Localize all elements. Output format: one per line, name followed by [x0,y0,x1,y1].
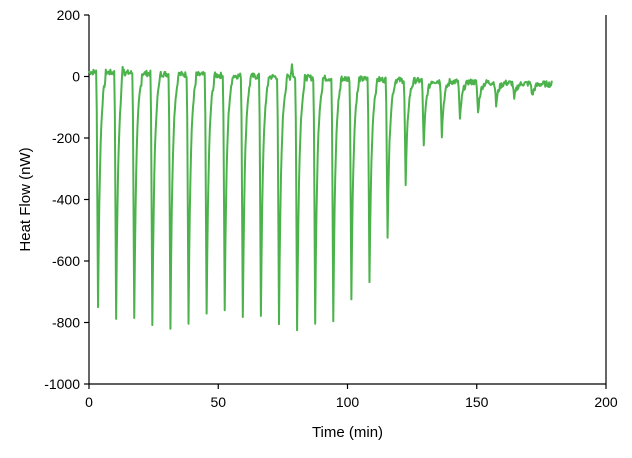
heat-flow-series-line [88,63,553,332]
x-tick-label: 0 [85,394,93,410]
x-tick-label: 200 [594,394,618,410]
y-axis-title: Heat Flow (nW) [17,147,34,251]
y-tick-label: -400 [52,192,80,208]
x-axis-title: Time (min) [312,424,383,441]
y-tick-label: -600 [52,253,80,269]
x-tick-label: 100 [336,394,360,410]
y-tick-label: 0 [72,69,80,85]
y-tick-label: -200 [52,130,80,146]
y-tick-label: 200 [57,7,81,23]
y-tick-label: -1000 [44,376,80,392]
x-tick-label: 150 [465,394,489,410]
series-layer [88,63,553,332]
ticks: 200 0 -200 -400 -600 -800 -1000 0 50 100 150 200 [44,7,618,410]
x-tick-label: 50 [210,394,226,410]
y-tick-label: -800 [52,315,80,331]
